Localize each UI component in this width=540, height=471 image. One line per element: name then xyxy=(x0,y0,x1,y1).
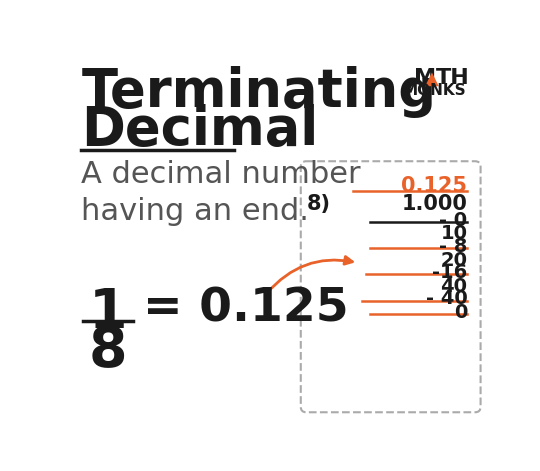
Text: - 0: - 0 xyxy=(439,211,468,229)
Text: M: M xyxy=(414,68,436,88)
Text: 8: 8 xyxy=(89,324,127,378)
Text: A decimal number
having an end.: A decimal number having an end. xyxy=(82,160,361,226)
FancyBboxPatch shape xyxy=(301,161,481,412)
Text: TH: TH xyxy=(436,68,469,88)
Text: Decimal: Decimal xyxy=(82,104,319,156)
FancyArrowPatch shape xyxy=(267,257,352,293)
Text: 0.125: 0.125 xyxy=(401,176,468,196)
Text: - 8: - 8 xyxy=(439,237,468,256)
Text: 20: 20 xyxy=(441,251,468,269)
Text: 10: 10 xyxy=(441,224,468,244)
Text: ▲: ▲ xyxy=(425,70,438,88)
Text: - 40: - 40 xyxy=(426,289,468,308)
Text: Terminating: Terminating xyxy=(82,66,436,118)
Text: -16: -16 xyxy=(432,263,468,282)
Text: MONKS: MONKS xyxy=(403,83,467,98)
Text: = 0.125: = 0.125 xyxy=(144,286,349,332)
Text: 8): 8) xyxy=(307,194,331,213)
Text: 0: 0 xyxy=(454,303,468,322)
Text: 1.000: 1.000 xyxy=(402,194,468,213)
Text: 40: 40 xyxy=(441,277,468,296)
Text: 1: 1 xyxy=(89,286,127,340)
